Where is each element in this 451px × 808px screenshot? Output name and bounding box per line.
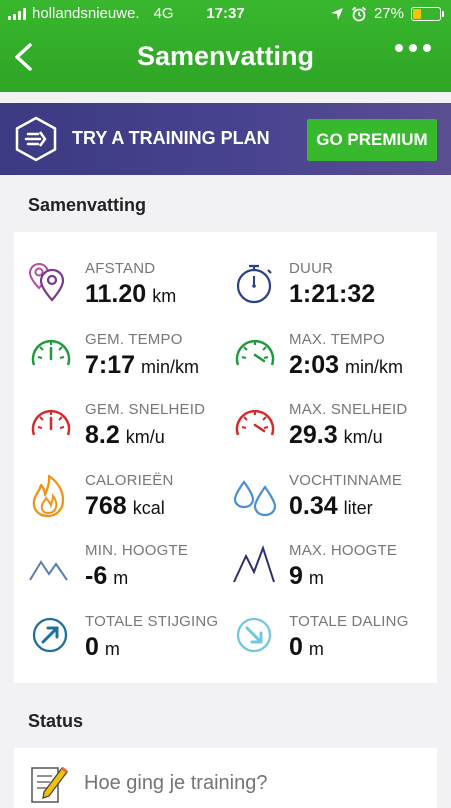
speedometer-green-icon — [31, 339, 71, 366]
stat-label: MAX. HOOGTE — [289, 542, 398, 559]
mountain-low-icon — [29, 560, 68, 581]
stat-calories: CALORIEËN 768 kcal — [28, 472, 228, 532]
stat-hydration: VOCHTINNAME 0.34 liter — [232, 472, 432, 532]
stat-label: VOCHTINNAME — [289, 472, 403, 489]
stat-value: 29.3 — [289, 421, 338, 449]
app-header: hollandsnieuwe. 4G 17:37 27% Samenvattin… — [0, 0, 451, 92]
speedometer-green-max-icon — [235, 339, 275, 366]
back-chevron-icon[interactable] — [10, 42, 40, 72]
stat-unit: min/km — [345, 357, 404, 377]
status-heading: Status — [28, 711, 84, 731]
stat-label: DUUR — [289, 260, 334, 277]
stat-value: 8.2 — [85, 421, 120, 449]
stat-max-pace: MAX. TEMPO 2:03 min/km — [232, 331, 432, 391]
location-pins-icon — [28, 262, 65, 302]
flame-icon — [32, 474, 65, 518]
clock: 17:37 — [206, 5, 245, 22]
stat-label: MAX. SNELHEID — [289, 401, 408, 418]
status-card — [14, 748, 437, 808]
stat-unit: m — [113, 568, 129, 588]
premium-banner[interactable]: TRY A TRAINING PLAN GO PREMIUM — [0, 103, 451, 175]
stat-value: 0 — [85, 633, 99, 661]
banner-text: TRY A TRAINING PLAN — [72, 128, 270, 148]
stat-value: 1:21:32 — [289, 280, 376, 308]
training-feedback-input[interactable] — [84, 772, 424, 795]
stat-value: 9 — [289, 562, 303, 590]
alarm-icon — [351, 6, 367, 21]
battery-icon — [411, 6, 444, 21]
stat-value: 11.20 — [85, 280, 147, 308]
stat-avg-pace: GEM. TEMPO 7:17 min/km — [28, 331, 228, 391]
stat-label: GEM. TEMPO — [85, 331, 183, 348]
water-drops-icon — [233, 480, 277, 517]
stopwatch-icon — [236, 264, 272, 304]
stat-label: GEM. SNELHEID — [85, 401, 206, 418]
location-arrow-icon — [330, 7, 343, 20]
stat-value: -6 — [85, 562, 108, 590]
arrow-up-circle-icon — [32, 617, 68, 653]
nav-bar: Samenvatting — [0, 28, 451, 86]
stat-min-altitude: MIN. HOOGTE -6 m — [28, 542, 228, 602]
network-type: 4G — [153, 5, 174, 22]
stat-max-speed: MAX. SNELHEID 29.3 km/u — [232, 401, 432, 461]
stat-unit: km — [152, 286, 177, 306]
go-premium-button[interactable]: GO PREMIUM — [307, 119, 437, 161]
stat-value: 0 — [289, 633, 303, 661]
signal-icon — [8, 7, 26, 20]
speedometer-red-icon — [31, 409, 71, 436]
page-title: Samenvatting — [136, 41, 315, 71]
stat-duration: DUUR 1:21:32 — [232, 260, 432, 320]
stat-value: 0.34 — [289, 492, 338, 520]
stat-label: TOTALE STIJGING — [85, 613, 219, 630]
stat-unit: kcal — [132, 498, 165, 518]
stat-unit: min/km — [141, 357, 200, 377]
stat-distance: AFSTAND 11.20 km — [28, 260, 228, 320]
stat-unit: km/u — [343, 427, 383, 447]
stat-avg-speed: GEM. SNELHEID 8.2 km/u — [28, 401, 228, 461]
status-bar: hollandsnieuwe. 4G 17:37 27% — [0, 0, 451, 28]
notepad-pencil-icon — [31, 766, 68, 803]
mountain-high-icon — [233, 544, 275, 583]
arrow-down-circle-icon — [236, 617, 272, 653]
summary-card: AFSTAND 11.20 km DUUR 1:21:32 GEM. TEMPO … — [14, 232, 437, 683]
training-plan-hexagon-icon — [15, 116, 57, 162]
stat-value: 2:03 — [289, 351, 340, 379]
stat-label: MIN. HOOGTE — [85, 542, 189, 559]
speedometer-red-max-icon — [235, 409, 275, 436]
carrier-name: hollandsnieuwe. — [32, 5, 140, 22]
battery-percent: 27% — [373, 5, 404, 22]
stat-value: 768 — [85, 492, 127, 520]
stat-unit: km/u — [125, 427, 165, 447]
summary-heading: Samenvatting — [28, 195, 147, 215]
stat-label: CALORIEËN — [85, 472, 174, 489]
stat-label: MAX. TEMPO — [289, 331, 385, 348]
stat-label: AFSTAND — [85, 260, 156, 277]
stat-label: TOTALE DALING — [289, 613, 409, 630]
stat-unit: m — [308, 568, 324, 588]
stat-unit: m — [104, 639, 120, 659]
stat-unit: m — [308, 639, 324, 659]
more-options-icon[interactable] — [395, 44, 431, 52]
stat-value: 7:17 — [85, 351, 136, 379]
stat-unit: liter — [343, 498, 373, 518]
